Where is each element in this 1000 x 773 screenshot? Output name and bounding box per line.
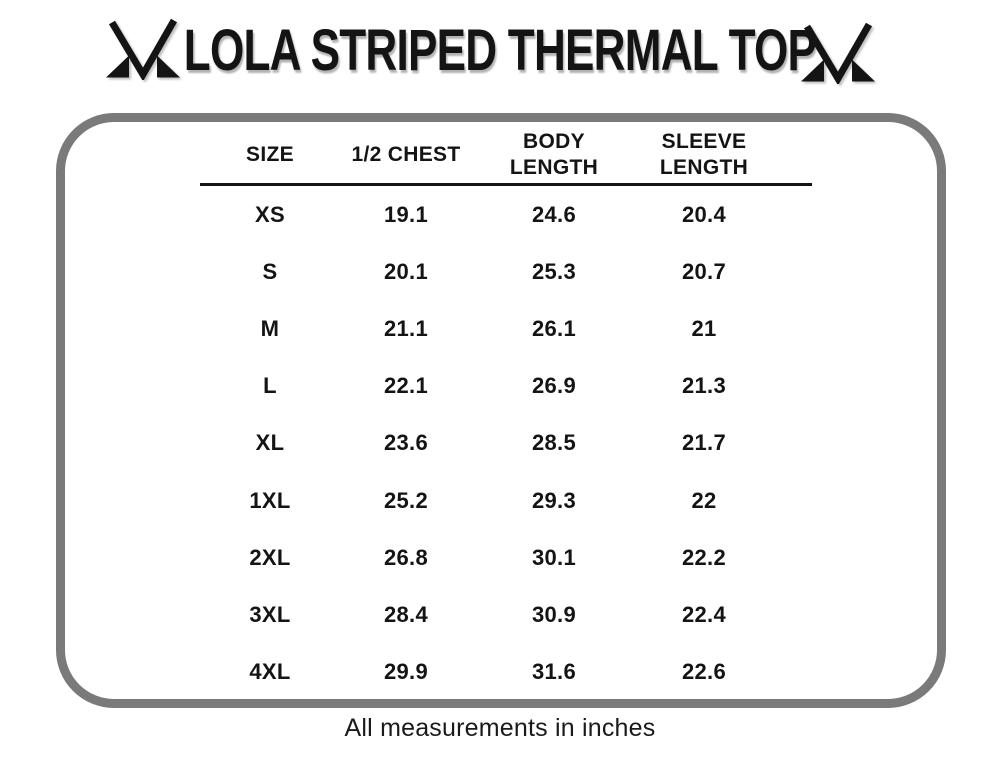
body-length-cell: 25.3 [531, 258, 577, 284]
body-length-cell: 29.3 [531, 487, 577, 513]
sleeve-length-cell: 22.4 [681, 601, 727, 627]
column-header-size: SIZE [246, 142, 294, 166]
chest-cell: 26.8 [383, 544, 429, 570]
mv-monogram-icon [797, 21, 879, 84]
sleeve-length-cell: 21.3 [681, 373, 727, 399]
column-header-half-chest: 1/2 CHEST [351, 142, 461, 166]
chest-cell: 19.1 [383, 201, 429, 227]
table-row: L 22.1 26.9 21.3 [200, 358, 812, 415]
body-length-cell: 28.5 [531, 430, 577, 456]
chest-cell: 28.4 [383, 601, 429, 627]
table-row: 2XL 26.8 30.1 22.2 [200, 529, 812, 586]
body-length-cell: 30.1 [531, 544, 577, 570]
column-header-body-length: BODY LENGTH [509, 129, 599, 179]
table-row: 4XL 29.9 31.6 22.6 [200, 644, 812, 701]
size-table: SIZE 1/2 CHEST BODY LENGTH SLEEVE LENGTH X… [200, 128, 812, 701]
size-cell: XS [255, 201, 285, 227]
size-cell: 3XL [249, 601, 291, 627]
chest-cell: 20.1 [383, 258, 429, 284]
table-row: M 21.1 26.1 21 [200, 300, 812, 357]
size-cell: L [263, 373, 277, 399]
table-row: 1XL 25.2 29.3 22 [200, 472, 812, 529]
size-cell: 2XL [249, 544, 291, 570]
page-title: LOLA STRIPED THERMAL TOP [183, 18, 817, 83]
column-header-sleeve-length: SLEEVE LENGTH [659, 129, 749, 179]
sleeve-length-cell: 20.7 [681, 258, 727, 284]
body-length-cell: 31.6 [531, 659, 577, 685]
chest-cell: 23.6 [383, 430, 429, 456]
measurements-footnote: All measurements in inches [344, 714, 656, 742]
sleeve-length-cell: 22 [691, 487, 717, 513]
body-length-cell: 26.1 [531, 315, 577, 341]
mv-monogram-icon [102, 17, 184, 80]
table-row: S 20.1 25.3 20.7 [200, 243, 812, 300]
sleeve-length-cell: 20.4 [681, 201, 727, 227]
sleeve-length-cell: 21 [691, 315, 717, 341]
table-row: XS 19.1 24.6 20.4 [200, 186, 812, 243]
size-cell: S [262, 258, 278, 284]
body-length-cell: 26.9 [531, 373, 577, 399]
sleeve-length-cell: 22.6 [681, 659, 727, 685]
sleeve-length-cell: 21.7 [681, 430, 727, 456]
size-cell: XL [255, 430, 285, 456]
chest-cell: 29.9 [383, 659, 429, 685]
sleeve-length-cell: 22.2 [681, 544, 727, 570]
size-chart-panel [56, 113, 946, 708]
size-cell: M [260, 315, 280, 341]
table-row: XL 23.6 28.5 21.7 [200, 415, 812, 472]
chest-cell: 22.1 [383, 373, 429, 399]
size-cell: 1XL [249, 487, 291, 513]
size-cell: 4XL [249, 659, 291, 685]
body-length-cell: 24.6 [531, 201, 577, 227]
table-row: 3XL 28.4 30.9 22.4 [200, 586, 812, 643]
body-length-cell: 30.9 [531, 601, 577, 627]
chest-cell: 21.1 [383, 315, 429, 341]
header-divider [200, 183, 812, 186]
table-header-row: SIZE 1/2 CHEST BODY LENGTH SLEEVE LENGTH [200, 128, 812, 182]
chest-cell: 25.2 [383, 487, 429, 513]
